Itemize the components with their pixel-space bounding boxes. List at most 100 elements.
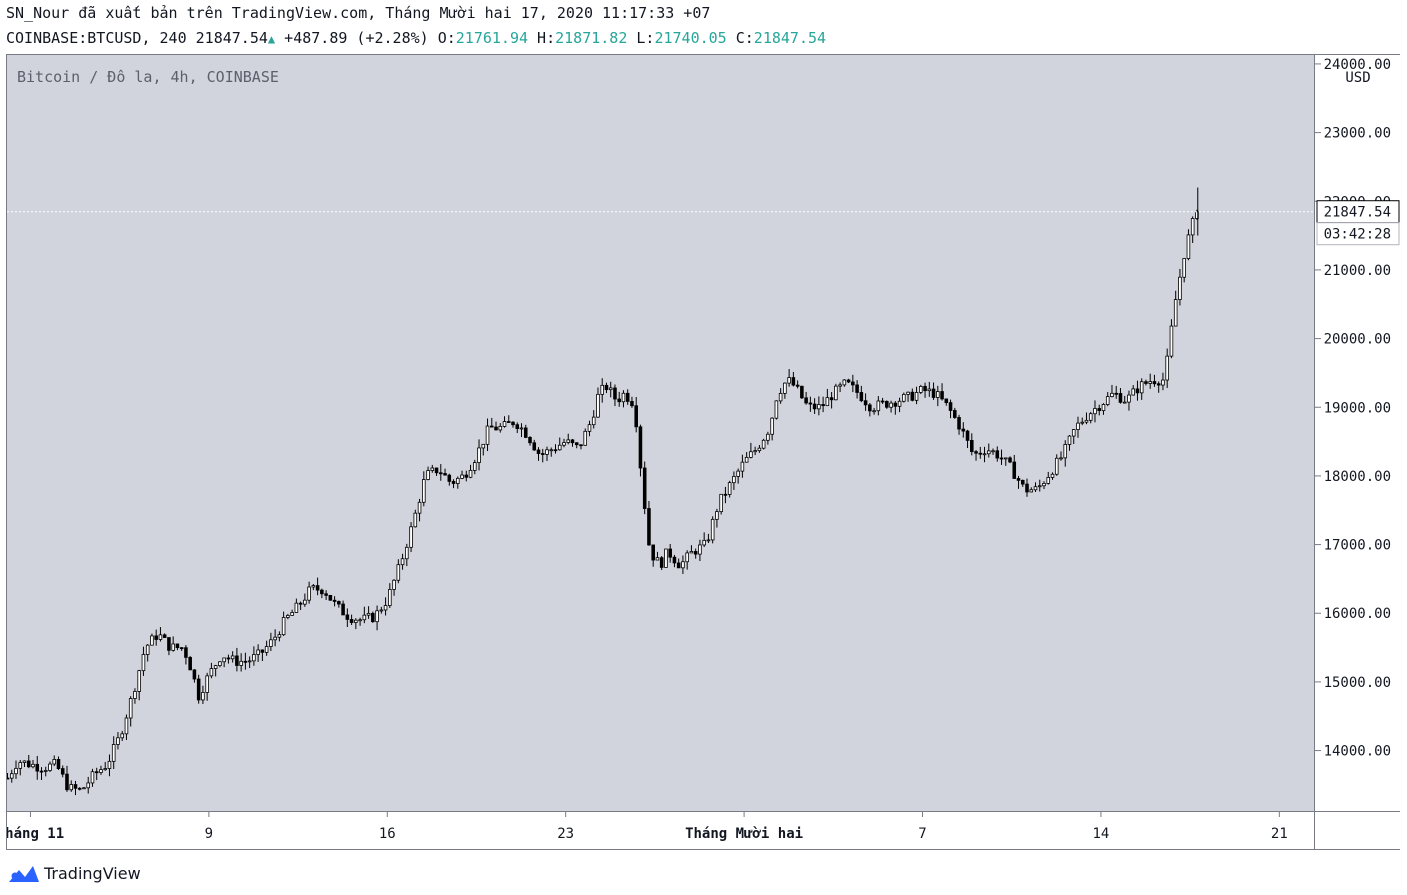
candle-body (664, 548, 668, 568)
candle-body (239, 660, 243, 666)
candle-body (991, 450, 995, 453)
candle-body (859, 392, 864, 402)
candle-body (596, 393, 600, 418)
candle-body (184, 647, 188, 658)
candle-body (366, 612, 371, 616)
candlestick-plot[interactable] (5, 55, 1314, 811)
candle-body (1114, 392, 1118, 395)
candle-body (1025, 483, 1029, 493)
candle (337, 600, 341, 608)
candle-body (868, 404, 872, 412)
candle-body (766, 433, 770, 441)
candle (596, 387, 600, 418)
candle (1003, 457, 1008, 466)
candle (443, 468, 447, 476)
candle (536, 447, 541, 461)
candle (1020, 479, 1025, 487)
candle (889, 400, 893, 413)
candle-body (1020, 479, 1025, 485)
candle-body (473, 462, 477, 471)
candle (294, 598, 299, 613)
candle-body (566, 439, 571, 443)
candle (43, 766, 48, 777)
candle (634, 397, 638, 433)
candle-body (82, 787, 86, 790)
candle-body (1161, 379, 1165, 386)
candle-body (1016, 478, 1021, 481)
chart-panel[interactable]: Bitcoin / Đô la, 4h, COINBASE USD 14000.0… (0, 54, 1400, 850)
candle (808, 396, 813, 412)
candle-body (52, 759, 57, 765)
candle-body (179, 647, 184, 650)
last-price: 21847.54 (195, 29, 268, 47)
candle (923, 382, 927, 398)
candle-body (392, 579, 396, 590)
candle (145, 644, 150, 662)
countdown-label: 03:42:28 (1324, 227, 1391, 243)
candle (116, 732, 120, 750)
candle (358, 617, 362, 626)
candle (970, 433, 974, 456)
candle (664, 548, 668, 568)
candle-body (286, 615, 290, 618)
y-tick-label: 24000.00 (1324, 57, 1391, 73)
candle-body (86, 782, 91, 789)
candle-body (604, 384, 609, 391)
plot-area[interactable]: Bitcoin / Đô la, 4h, COINBASE (5, 55, 1314, 811)
candle (604, 382, 609, 394)
candle-body (647, 508, 651, 546)
candle-body (961, 428, 966, 432)
candle-body (685, 552, 689, 563)
candle (35, 755, 40, 780)
candle-body (1054, 457, 1059, 475)
close-label: C: (735, 29, 754, 47)
candle (902, 392, 906, 403)
candle (715, 508, 719, 528)
candle-body (863, 400, 868, 406)
tradingview-logo[interactable]: TradingView (6, 862, 141, 884)
candle-body (1122, 401, 1127, 404)
candle-body (625, 392, 630, 402)
candle (494, 421, 498, 431)
candle (583, 428, 588, 446)
candle (111, 736, 116, 770)
candle-body (39, 770, 44, 773)
candle (1190, 216, 1195, 244)
candle (1059, 451, 1063, 461)
candle-body (128, 698, 133, 719)
candle-body (1127, 394, 1131, 403)
x-tick-label: Tháng Mười hai (685, 826, 803, 842)
candle-body (659, 557, 664, 568)
price-axis[interactable]: USD 14000.00 15000.00 16000.00 17000.00 18000… (1314, 55, 1400, 811)
candle-body (409, 526, 413, 548)
candle-body (383, 605, 388, 611)
candle (1161, 372, 1165, 391)
candle-body (706, 539, 711, 542)
candle (120, 730, 124, 741)
candle-body (315, 585, 320, 591)
candle-body (1084, 419, 1089, 423)
candle (651, 544, 655, 567)
time-axis[interactable]: Tháng 11 9 16 23 Tháng Mười hai 7 14 21 (0, 811, 1314, 849)
candle-body (574, 442, 579, 446)
candle (354, 618, 358, 630)
candle (5, 773, 10, 780)
axis-corner[interactable] (1314, 811, 1400, 849)
symbol-label: COINBASE:BTCUSD, 240 (6, 29, 187, 47)
candle (842, 379, 847, 387)
candle-body (536, 449, 541, 454)
candle (1122, 395, 1127, 404)
candle (39, 767, 44, 780)
candle-body (298, 602, 303, 605)
candle (562, 438, 566, 448)
candle-body (940, 391, 944, 400)
candle (511, 421, 515, 428)
candle (273, 629, 277, 647)
candle (179, 647, 184, 651)
candle (1025, 478, 1029, 497)
candle-body (910, 391, 915, 401)
candle-body (477, 447, 481, 463)
candle-body (842, 379, 847, 386)
candle (549, 447, 554, 457)
candle-body (851, 381, 855, 386)
